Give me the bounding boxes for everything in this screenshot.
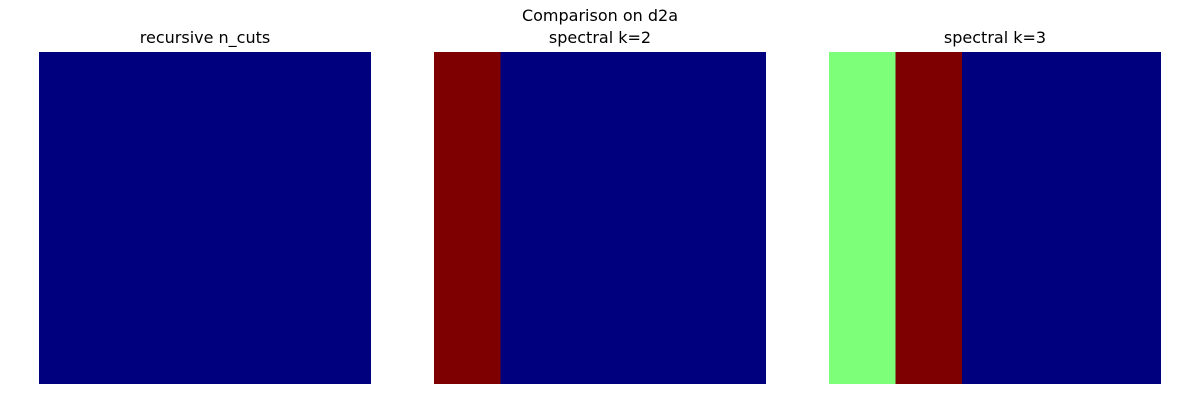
heatmap-svg xyxy=(434,52,766,384)
segment-label-0 xyxy=(500,52,766,384)
figure-title: Comparison on d2a xyxy=(521,6,679,25)
heatmap-plot xyxy=(434,52,766,384)
panel-title: spectral k=3 xyxy=(943,28,1047,47)
heatmap-plot xyxy=(39,52,371,384)
heatmap-svg xyxy=(39,52,371,384)
panel-spectral-k3: spectral k=3 xyxy=(829,28,1161,384)
segment-label-2 xyxy=(829,52,896,384)
segment-label-1 xyxy=(895,52,963,384)
panel-title: spectral k=2 xyxy=(548,28,652,47)
panel-recursive-ncuts: recursive n_cuts xyxy=(39,28,371,384)
segment-label-0 xyxy=(961,52,1161,384)
heatmap-svg xyxy=(829,52,1161,384)
segment-label-1 xyxy=(434,52,501,384)
panel-spectral-k2: spectral k=2 xyxy=(434,28,766,384)
heatmap-plot xyxy=(829,52,1161,384)
panel-title: recursive n_cuts xyxy=(139,28,271,47)
segment-label-0 xyxy=(39,52,371,384)
